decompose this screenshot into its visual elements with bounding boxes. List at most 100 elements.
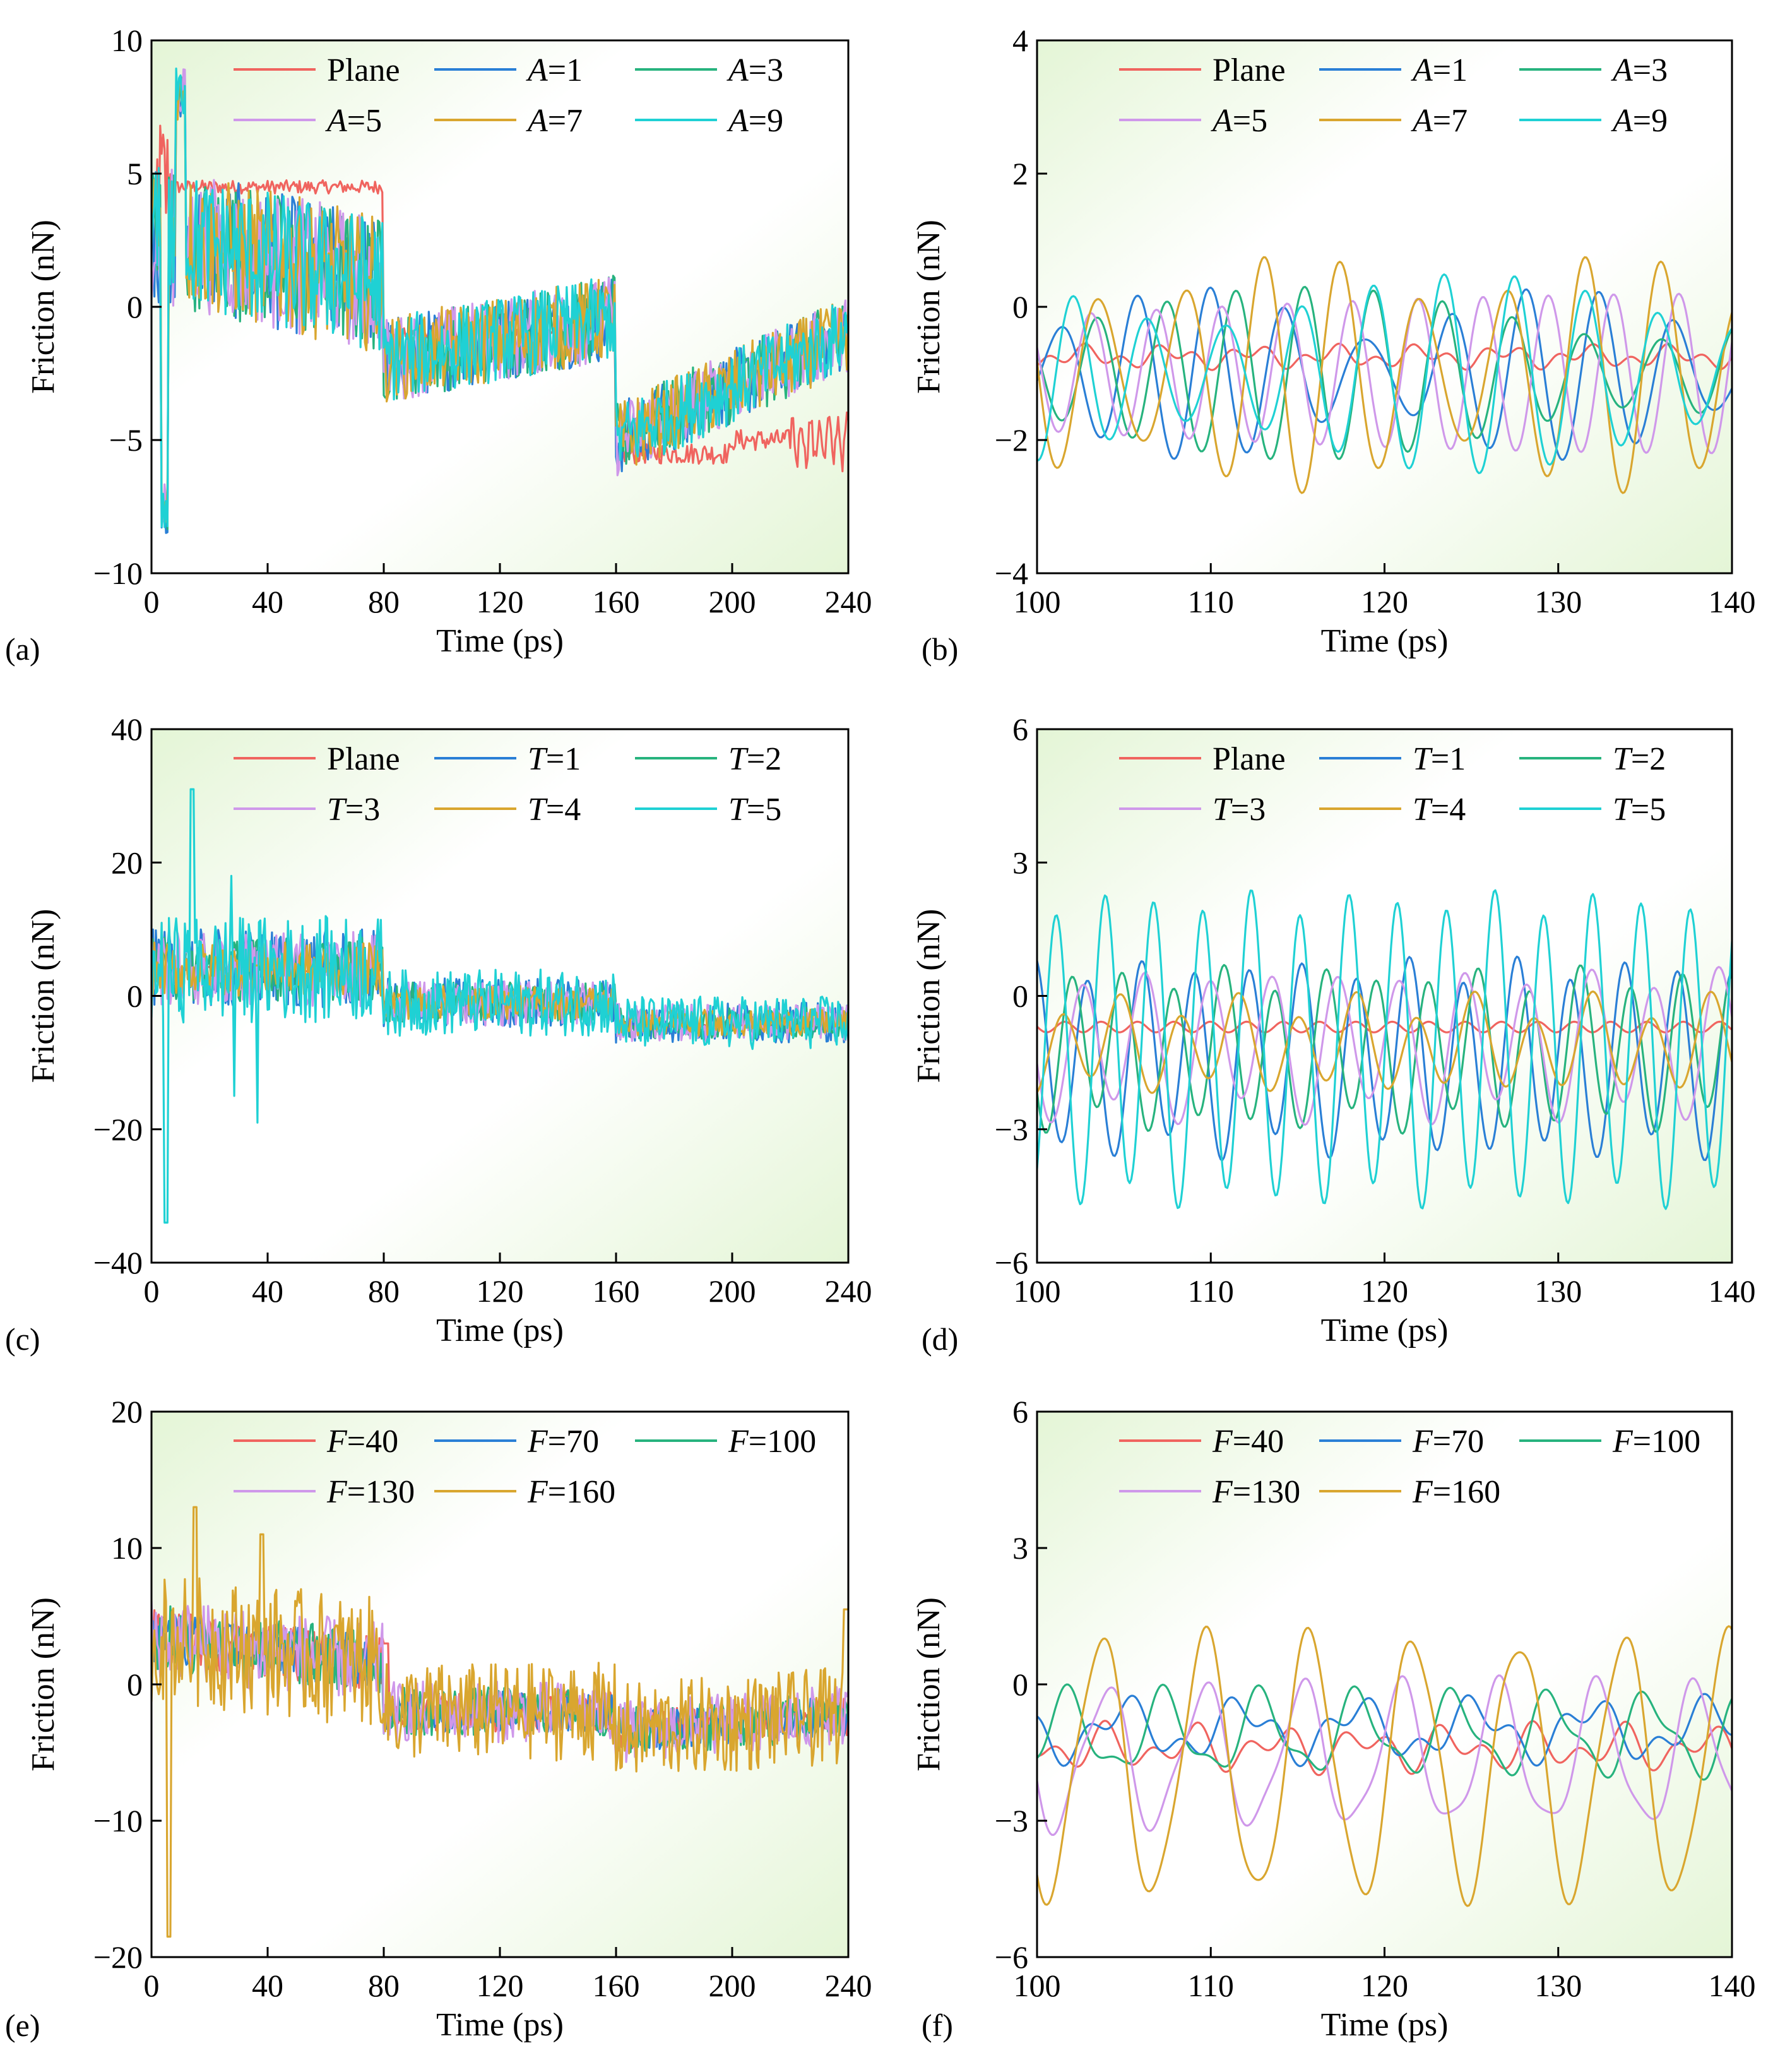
series-group bbox=[1037, 889, 1732, 1210]
legend-entry: F=160 bbox=[1412, 1474, 1500, 1510]
y-tick-label: −20 bbox=[93, 1112, 143, 1147]
y-tick-label: 4 bbox=[1012, 23, 1028, 58]
x-tick-label: 200 bbox=[709, 1273, 756, 1309]
panel-label: (e) bbox=[5, 2008, 40, 2043]
x-tick-label: 140 bbox=[1709, 1968, 1756, 2003]
legend-entry: A=9 bbox=[726, 103, 783, 139]
y-tick-label: −2 bbox=[995, 422, 1028, 458]
legend-entry: T=1 bbox=[528, 741, 581, 777]
legend: F=40 F=70 F=100 F=130 F=160 bbox=[234, 1424, 816, 1510]
panel-e: 0 40 80 120 160 200 240 −20 −10 0 10 20 Time (ps) Fri… bbox=[5, 1394, 872, 2043]
legend-entry: F=100 bbox=[1612, 1424, 1700, 1460]
series-group bbox=[151, 1506, 848, 1938]
panel-label: (c) bbox=[5, 1321, 40, 1357]
panel-b: 100 110 120 130 140 −4 −2 0 2 4 Time (ps) Friction … bbox=[911, 23, 1756, 667]
legend-entry: Plane bbox=[1213, 52, 1286, 88]
y-axis-label: Friction (nN) bbox=[911, 220, 947, 394]
x-tick-label: 130 bbox=[1534, 584, 1582, 619]
y-tick-label: −40 bbox=[93, 1245, 143, 1280]
x-tick-label: 0 bbox=[144, 584, 160, 619]
x-tick-label: 240 bbox=[825, 1273, 872, 1309]
legend-entry: A=7 bbox=[1411, 103, 1468, 139]
y-tick-label: −6 bbox=[995, 1245, 1028, 1280]
series-group bbox=[151, 788, 848, 1224]
y-tick-label: 0 bbox=[127, 289, 143, 324]
y-tick-label: 2 bbox=[1012, 156, 1028, 191]
legend-entry: T=2 bbox=[728, 741, 781, 777]
series-line-F-100 bbox=[1037, 1683, 1732, 1781]
x-tick-label: 40 bbox=[252, 584, 283, 619]
legend: F=40 F=70 F=100 F=130 F=160 bbox=[1119, 1424, 1700, 1510]
y-tick-label: 0 bbox=[1012, 979, 1028, 1014]
legend: Plane A=1 A=3 A=5 A=7 A=9 bbox=[234, 52, 783, 139]
legend-entry: F=70 bbox=[527, 1424, 599, 1460]
series-line-A-5 bbox=[151, 68, 848, 521]
y-tick-label: −4 bbox=[995, 556, 1028, 591]
legend-entry: A=3 bbox=[726, 52, 783, 88]
x-tick-label: 110 bbox=[1188, 584, 1234, 619]
x-axis-label: Time (ps) bbox=[1321, 623, 1449, 659]
y-tick-label: 3 bbox=[1012, 1530, 1028, 1566]
panel-label: (d) bbox=[922, 1321, 958, 1357]
x-tick-label: 160 bbox=[593, 1968, 640, 2003]
series-line-T-5 bbox=[151, 788, 848, 1224]
legend-entry: T=5 bbox=[728, 792, 781, 828]
y-tick-label: −20 bbox=[93, 1939, 143, 1975]
y-tick-label: 40 bbox=[111, 712, 143, 747]
x-tick-label: 80 bbox=[368, 1968, 400, 2003]
x-axis-label: Time (ps) bbox=[1321, 1313, 1449, 1349]
x-tick-label: 110 bbox=[1188, 1273, 1234, 1309]
x-tick-label: 120 bbox=[477, 1968, 524, 2003]
legend: Plane T=1 T=2 T=3 T=4 T=5 bbox=[1119, 741, 1666, 828]
series-line-F-160 bbox=[1037, 1625, 1732, 1907]
y-axis-label: Friction (nN) bbox=[25, 220, 61, 394]
legend-entry: A=3 bbox=[1611, 52, 1668, 88]
y-tick-label: 6 bbox=[1012, 1394, 1028, 1429]
x-tick-label: 200 bbox=[709, 1968, 756, 2003]
plot-background bbox=[151, 1412, 848, 1957]
series-line-A-9 bbox=[1037, 273, 1732, 474]
x-tick-label: 130 bbox=[1534, 1968, 1582, 2003]
series-line-A-5 bbox=[1037, 292, 1732, 455]
x-tick-label: 100 bbox=[1014, 584, 1061, 619]
legend-entry: F=100 bbox=[728, 1424, 816, 1460]
x-tick-label: 140 bbox=[1709, 1273, 1756, 1309]
x-tick-label: 110 bbox=[1188, 1968, 1234, 2003]
legend-entry: T=3 bbox=[1213, 792, 1266, 828]
series-line-F-70 bbox=[1037, 1693, 1732, 1768]
panel-label: (b) bbox=[922, 631, 958, 667]
legend-entry: A=7 bbox=[526, 103, 583, 139]
y-tick-label: 5 bbox=[127, 156, 143, 191]
series-group bbox=[1037, 1625, 1732, 1907]
plot-background bbox=[1037, 40, 1732, 573]
y-tick-label: 0 bbox=[1012, 289, 1028, 324]
series-line-T-3 bbox=[1037, 966, 1732, 1126]
x-tick-label: 40 bbox=[252, 1273, 283, 1309]
legend-entry: A=5 bbox=[1211, 103, 1267, 139]
series-line-A-7 bbox=[1037, 256, 1732, 494]
x-tick-label: 160 bbox=[593, 1273, 640, 1309]
x-tick-label: 80 bbox=[368, 584, 400, 619]
panel-a: 0 40 80 120 160 200 240 −10 −5 0 5 10 Time (ps) Frict… bbox=[5, 23, 872, 667]
y-axis-label: Friction (nN) bbox=[911, 909, 947, 1083]
x-tick-label: 120 bbox=[477, 584, 524, 619]
legend-entry: T=4 bbox=[1413, 792, 1466, 828]
series-line-F-160 bbox=[151, 1506, 848, 1938]
y-tick-label: 0 bbox=[127, 1667, 143, 1702]
y-axis-label: Friction (nN) bbox=[25, 909, 61, 1083]
x-tick-label: 240 bbox=[825, 1968, 872, 2003]
x-tick-label: 120 bbox=[1361, 584, 1408, 619]
y-tick-label: −10 bbox=[93, 1803, 143, 1838]
series-line-A-9 bbox=[151, 68, 848, 528]
legend-entry: Plane bbox=[1213, 741, 1286, 777]
legend-entry: T=5 bbox=[1613, 792, 1666, 828]
panel-d: 100 110 120 130 140 −6 −3 0 3 6 Time (ps) Friction … bbox=[911, 712, 1756, 1357]
y-tick-label: 0 bbox=[127, 979, 143, 1014]
x-tick-label: 160 bbox=[593, 584, 640, 619]
legend-entry: T=2 bbox=[1613, 741, 1666, 777]
panel-f: 100 110 120 130 140 −6 −3 0 3 6 Time (ps) Friction … bbox=[911, 1394, 1756, 2043]
legend: Plane T=1 T=2 T=3 T=4 T=5 bbox=[234, 741, 781, 828]
x-tick-label: 0 bbox=[144, 1273, 160, 1309]
x-tick-label: 40 bbox=[252, 1968, 283, 2003]
series-group bbox=[1037, 256, 1732, 494]
